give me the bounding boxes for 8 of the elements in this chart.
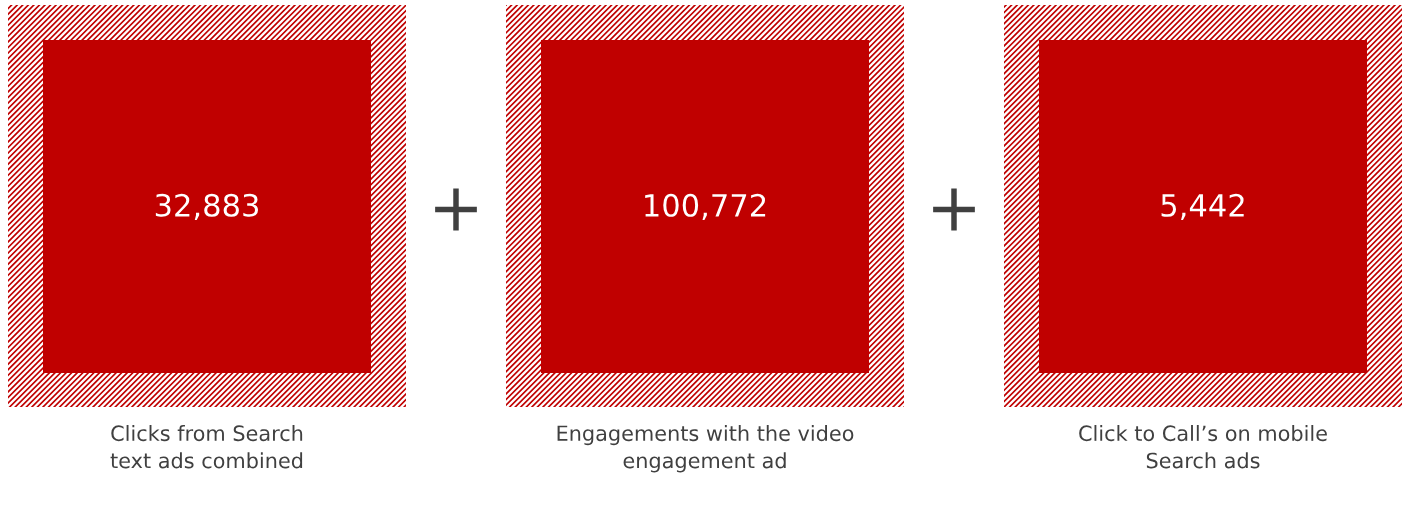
data-label: 100,772: [645, 193, 766, 220]
category-label: Clicks from Search text ads combined: [110, 425, 303, 469]
category-label: Click to Call’s on mobile Search ads: [1079, 425, 1327, 469]
data-label: 5,442: [1161, 193, 1244, 220]
category-label: Engagements with the video engagement ad: [557, 425, 854, 473]
text: +: [933, 188, 975, 231]
data-label: 32,883: [155, 193, 259, 220]
text: +: [435, 188, 477, 231]
